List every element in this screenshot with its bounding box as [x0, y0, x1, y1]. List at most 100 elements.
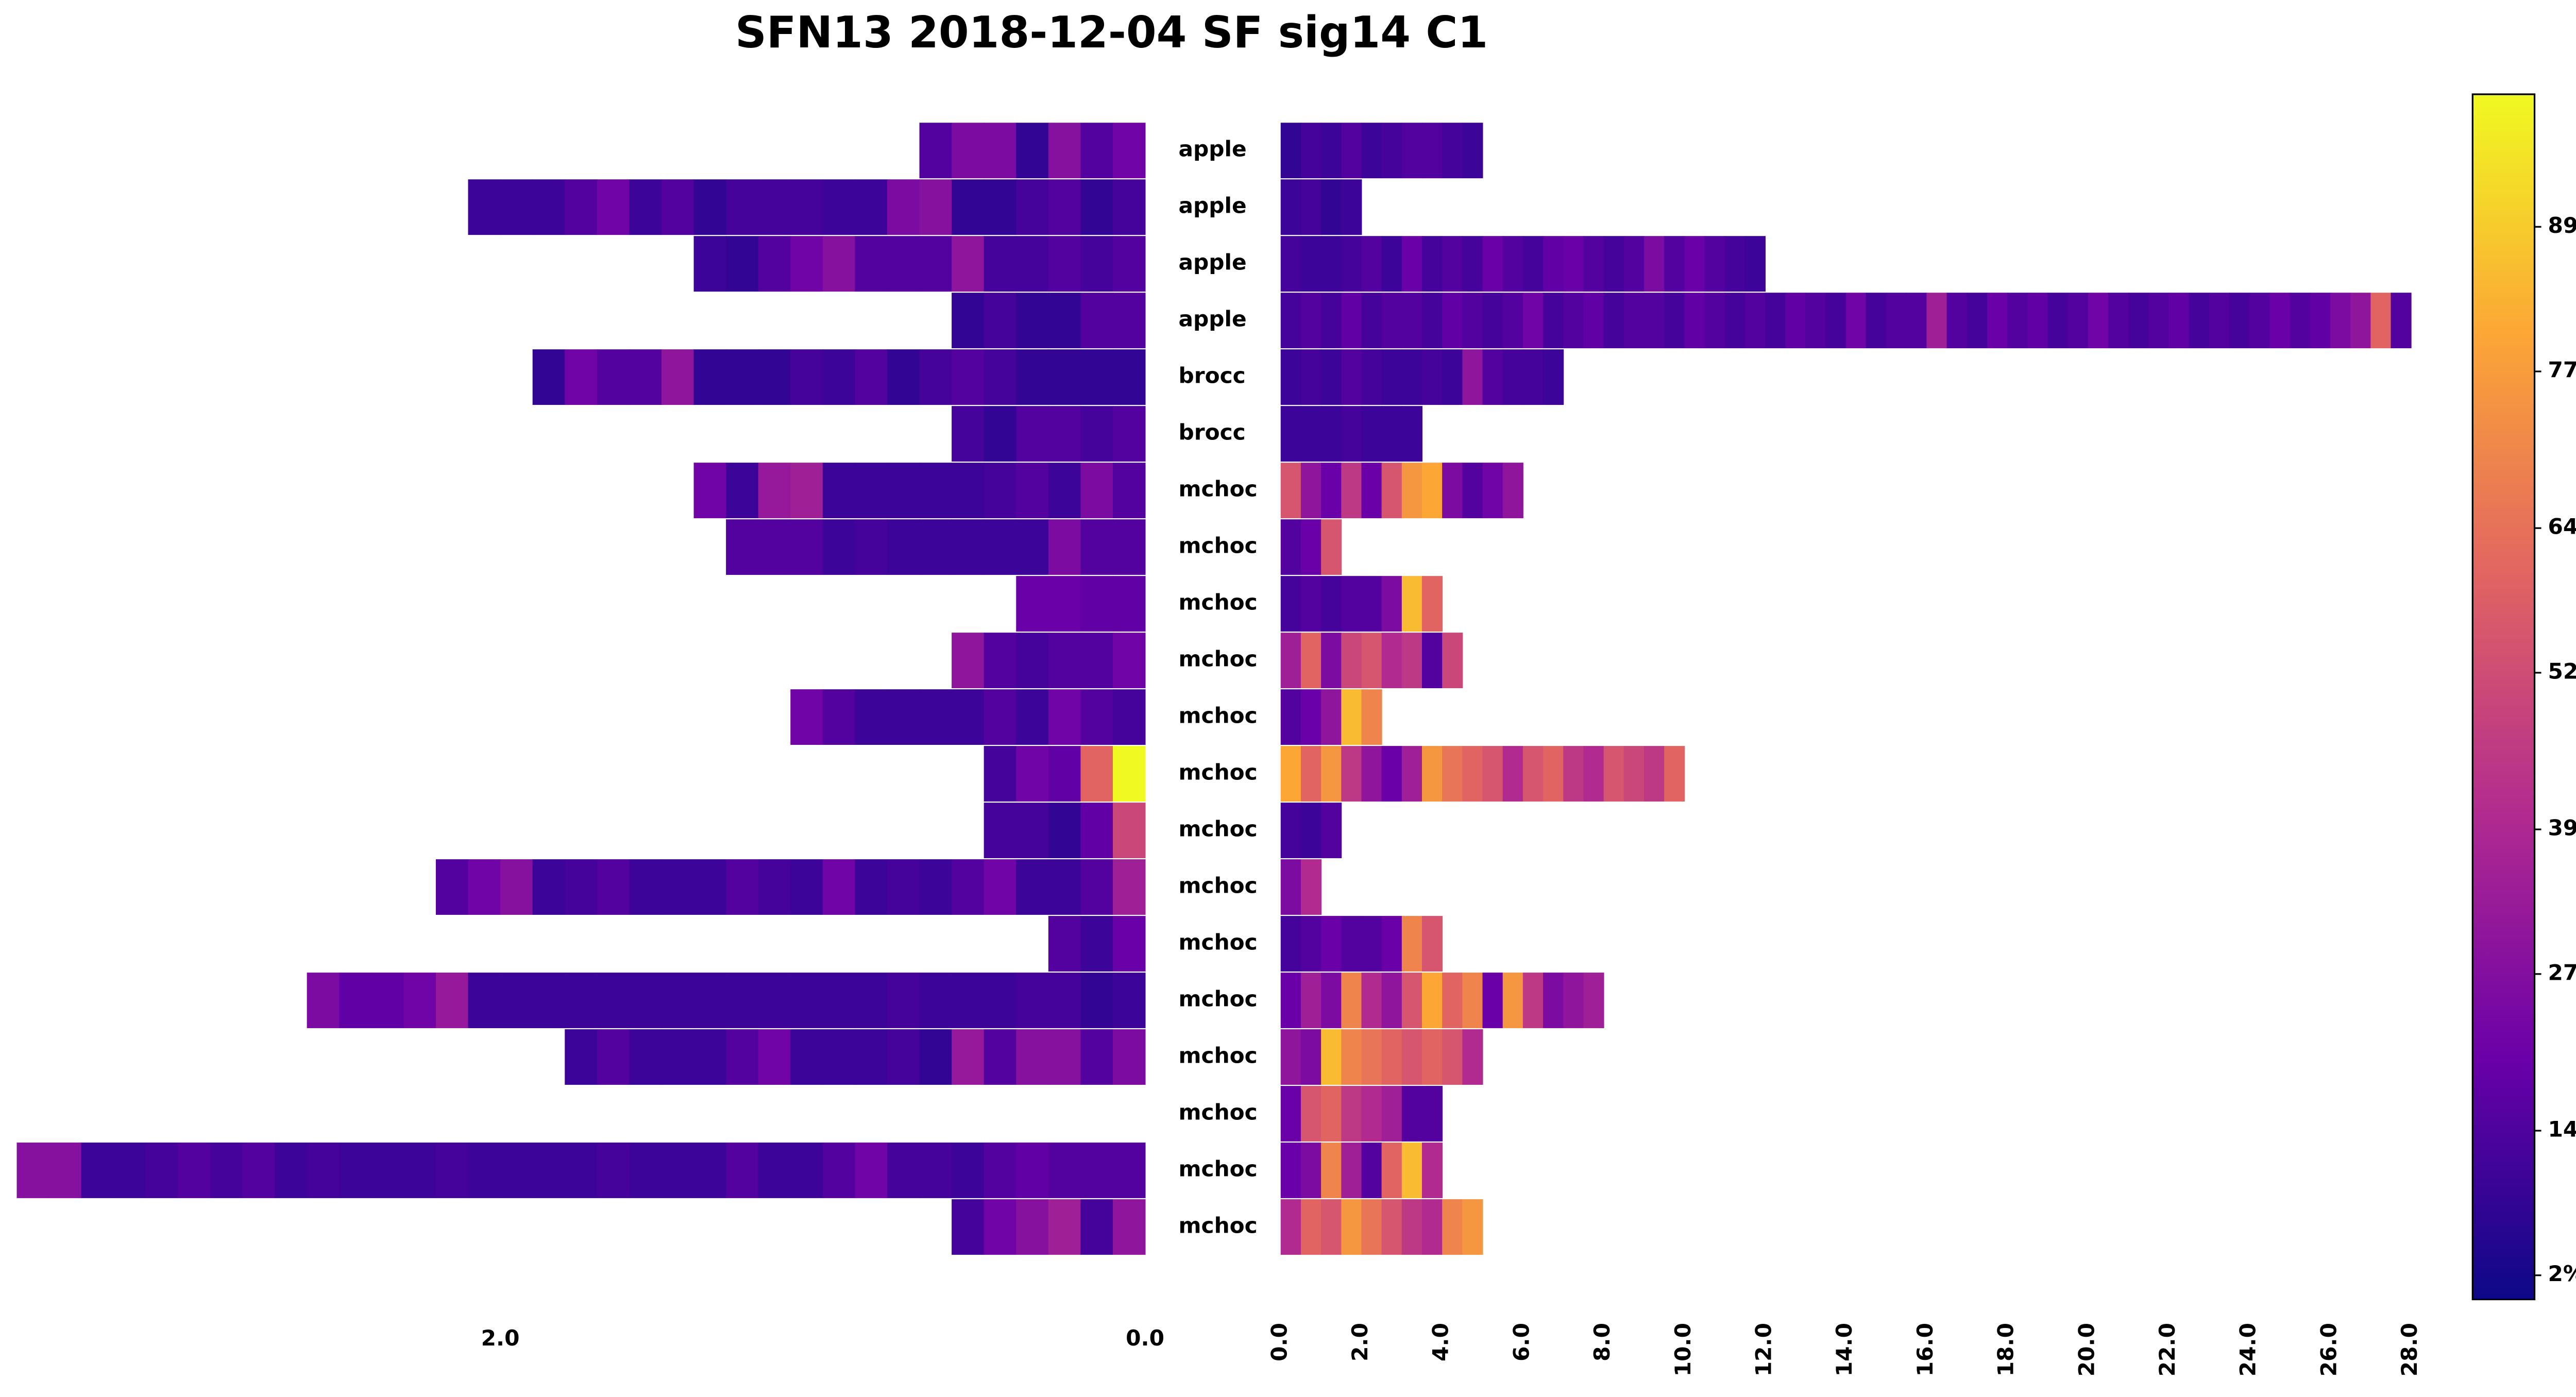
heat-cell	[919, 1143, 953, 1198]
heat-cell	[1381, 293, 1402, 349]
heat-cell	[1724, 236, 1745, 292]
heat-cell	[1048, 746, 1081, 802]
heat-cell	[1341, 349, 1362, 405]
heat-cell	[1112, 519, 1146, 575]
heat-cell	[629, 179, 662, 235]
heat-cell	[1280, 859, 1301, 915]
heat-cell	[726, 1143, 759, 1198]
heat-cell	[984, 746, 1017, 802]
heat-cell	[1080, 123, 1113, 179]
x-tick-label: 18.0	[1993, 1323, 2019, 1376]
heat-cell	[1421, 349, 1443, 405]
heat-cell	[887, 236, 920, 292]
heat-cell	[1341, 1143, 1362, 1198]
heat-cell	[1482, 973, 1503, 1028]
heat-cell	[1361, 576, 1382, 632]
heat-cell	[1522, 293, 1544, 349]
heat-cell	[2047, 293, 2069, 349]
heat-cell	[1401, 236, 1422, 292]
heat-cell	[1016, 236, 1049, 292]
heat-cell	[919, 859, 953, 915]
row-label: mchoc	[1179, 476, 1258, 502]
heat-cell	[1341, 179, 1362, 235]
colorbar-tick-label: 14%	[2548, 1116, 2576, 1142]
heat-cell	[1603, 293, 1624, 349]
heat-cell	[1280, 689, 1301, 745]
heat-cell	[984, 519, 1017, 575]
heat-cell	[371, 1143, 404, 1198]
heat-cell	[1502, 973, 1523, 1028]
heat-cell	[1300, 406, 1322, 462]
heat-cell	[1502, 293, 1523, 349]
heat-cell	[1048, 236, 1081, 292]
row-label: mchoc	[1179, 1043, 1258, 1068]
heat-cell	[1341, 916, 1362, 972]
heat-cell	[984, 689, 1017, 745]
heat-cell	[1845, 293, 1867, 349]
heat-cell	[984, 293, 1017, 349]
heat-cell	[919, 519, 953, 575]
heat-cell	[1563, 746, 1584, 802]
heat-cell	[1401, 576, 1422, 632]
heat-cell	[855, 1029, 888, 1085]
heat-cell	[1643, 746, 1665, 802]
heat-cell	[1341, 236, 1362, 292]
heat-cell	[952, 689, 985, 745]
heat-cell	[661, 179, 694, 235]
heat-cell	[1785, 293, 1806, 349]
heat-cell	[1563, 973, 1584, 1028]
row-label: mchoc	[1179, 873, 1258, 898]
heat-cell	[145, 1143, 179, 1198]
heat-cell	[1300, 746, 1322, 802]
heat-cell	[1442, 236, 1463, 292]
colorbar-tick-label: 52%	[2548, 658, 2576, 684]
heat-cell	[952, 463, 985, 519]
colorbar-tick-label: 27%	[2548, 960, 2576, 985]
heat-cell	[726, 519, 759, 575]
heat-cell	[1482, 463, 1503, 519]
heat-cell	[1664, 746, 1685, 802]
heat-cell	[1401, 1029, 1422, 1085]
heat-cell	[2209, 293, 2230, 349]
heat-cell	[1112, 633, 1146, 689]
heat-cell	[1016, 576, 1049, 632]
heat-cell	[1016, 293, 1049, 349]
heat-cell	[855, 519, 888, 575]
heat-cell	[919, 1029, 953, 1085]
heat-cell	[1361, 1199, 1382, 1255]
heat-cell	[1080, 746, 1113, 802]
heat-cell	[693, 1029, 727, 1085]
heat-cell	[1112, 803, 1146, 858]
colorbar-tick-label: 89%	[2548, 213, 2576, 238]
heat-cell	[1724, 293, 1745, 349]
x-tick-label: 12.0	[1751, 1323, 1776, 1376]
heat-cell	[1300, 973, 1322, 1028]
heat-cell	[2310, 293, 2331, 349]
heat-cell	[2088, 293, 2109, 349]
heat-cell	[790, 689, 823, 745]
x-tick-label: 16.0	[1912, 1323, 1938, 1376]
heat-cell	[1462, 463, 1483, 519]
heat-cell	[1300, 123, 1322, 179]
heat-cell	[1421, 633, 1443, 689]
heat-cell	[984, 1029, 1017, 1085]
heat-cell	[1421, 746, 1443, 802]
heat-cell	[1401, 746, 1422, 802]
heat-cell	[1603, 746, 1624, 802]
heat-cell	[1341, 406, 1362, 462]
heat-cell	[1016, 349, 1049, 405]
row-label: mchoc	[1179, 1100, 1258, 1125]
heat-cell	[468, 859, 501, 915]
heat-cell	[2168, 293, 2190, 349]
heat-cell	[1016, 973, 1049, 1028]
heat-cell	[532, 973, 566, 1028]
x-tick-label: 22.0	[2155, 1323, 2180, 1376]
heat-cell	[1543, 973, 1564, 1028]
heat-cell	[887, 519, 920, 575]
heat-cell	[758, 463, 791, 519]
heat-cell	[1704, 236, 1725, 292]
heat-cell	[2007, 293, 2028, 349]
heat-cell	[984, 406, 1017, 462]
